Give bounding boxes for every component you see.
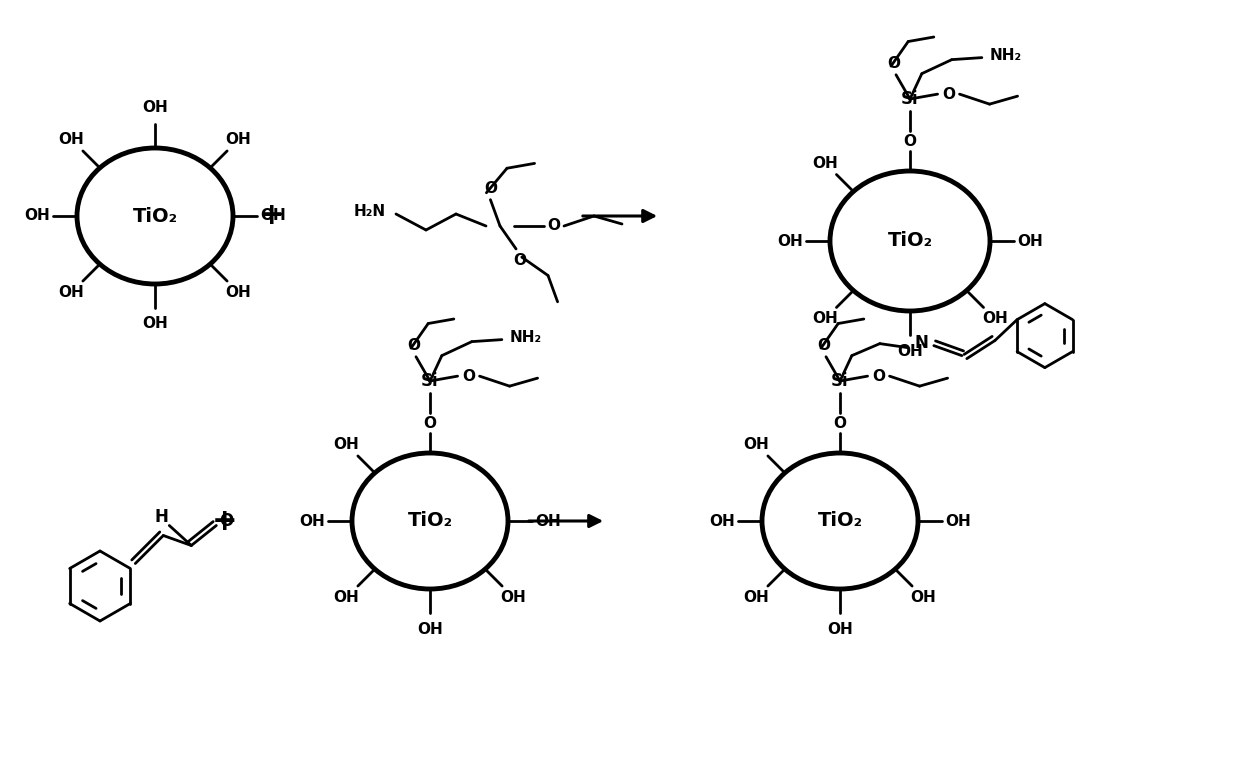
Text: O: O <box>904 134 916 148</box>
Text: O: O <box>942 87 955 102</box>
Text: OH: OH <box>709 513 735 529</box>
Text: OH: OH <box>260 209 286 223</box>
Text: TiO₂: TiO₂ <box>817 512 863 530</box>
Text: OH: OH <box>334 590 360 604</box>
Text: OH: OH <box>982 312 1008 326</box>
Text: TiO₂: TiO₂ <box>133 206 177 226</box>
Text: O: O <box>484 181 497 196</box>
Text: OH: OH <box>299 513 325 529</box>
Text: +: + <box>259 201 285 230</box>
Text: OH: OH <box>1017 234 1043 248</box>
Text: OH: OH <box>501 590 526 604</box>
Text: Si: Si <box>831 372 849 390</box>
Text: O: O <box>463 369 475 383</box>
Text: OH: OH <box>417 622 443 637</box>
Text: OH: OH <box>24 209 50 223</box>
Text: OH: OH <box>897 344 923 358</box>
Text: OH: OH <box>744 437 770 452</box>
Text: +: + <box>212 507 238 536</box>
Text: OH: OH <box>143 101 167 116</box>
Ellipse shape <box>763 453 918 589</box>
Text: OH: OH <box>827 622 853 637</box>
Ellipse shape <box>77 148 233 284</box>
Text: O: O <box>833 415 847 430</box>
Text: TiO₂: TiO₂ <box>408 512 453 530</box>
Text: OH: OH <box>143 316 167 331</box>
Text: NH₂: NH₂ <box>990 48 1022 63</box>
Text: Si: Si <box>422 372 439 390</box>
Text: N: N <box>915 333 929 351</box>
Text: O: O <box>548 219 560 234</box>
Text: O: O <box>817 338 831 353</box>
Text: TiO₂: TiO₂ <box>888 231 932 251</box>
Text: H₂N: H₂N <box>353 205 386 219</box>
Text: Si: Si <box>901 90 919 108</box>
Text: OH: OH <box>226 285 252 300</box>
Text: OH: OH <box>334 437 360 452</box>
Text: OH: OH <box>910 590 936 604</box>
Text: OH: OH <box>536 513 560 529</box>
Text: OH: OH <box>744 590 770 604</box>
Ellipse shape <box>352 453 508 589</box>
Text: OH: OH <box>812 312 838 326</box>
Ellipse shape <box>830 171 990 311</box>
Text: O: O <box>513 254 527 269</box>
Text: OH: OH <box>777 234 802 248</box>
Text: OH: OH <box>58 132 84 147</box>
Text: H: H <box>154 508 169 526</box>
Text: NH₂: NH₂ <box>510 330 542 345</box>
Text: O: O <box>424 415 436 430</box>
Text: OH: OH <box>812 155 838 171</box>
Text: OH: OH <box>58 285 84 300</box>
Text: O: O <box>408 338 420 353</box>
Text: OH: OH <box>945 513 971 529</box>
Text: O: O <box>872 369 885 383</box>
Text: O: O <box>219 512 233 530</box>
Text: OH: OH <box>226 132 252 147</box>
Text: O: O <box>888 56 900 71</box>
